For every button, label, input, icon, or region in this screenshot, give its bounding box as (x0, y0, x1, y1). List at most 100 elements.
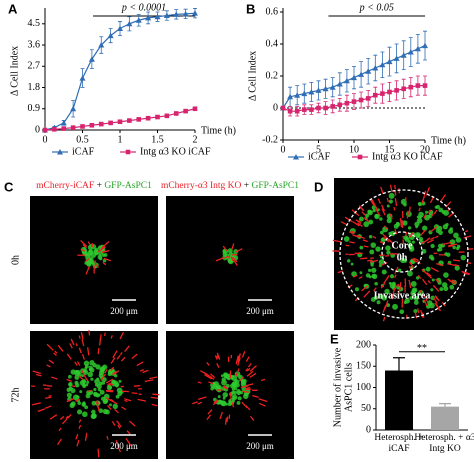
cell (230, 256, 234, 262)
marker (108, 120, 113, 126)
cell (407, 226, 412, 230)
cell (427, 280, 431, 284)
cell (371, 267, 377, 273)
cell (237, 357, 241, 366)
cell (332, 239, 342, 243)
cell (106, 435, 109, 440)
cell (45, 396, 52, 399)
cell (61, 418, 68, 425)
cell (150, 396, 159, 399)
marker (309, 107, 314, 112)
cell (72, 385, 76, 388)
cell (438, 247, 443, 252)
cell (443, 272, 449, 278)
cell (394, 274, 397, 279)
cell (381, 204, 386, 212)
cell (384, 300, 389, 309)
cell (409, 232, 413, 238)
cell (413, 295, 419, 301)
marker (79, 75, 86, 81)
cell (393, 206, 396, 211)
marker (163, 12, 170, 19)
cell (378, 294, 383, 299)
cell (409, 246, 415, 252)
cell (80, 248, 86, 252)
cell (97, 448, 100, 458)
cell (239, 390, 244, 395)
marker (315, 87, 322, 93)
cell (448, 243, 458, 247)
cell (348, 231, 354, 234)
cell (121, 406, 127, 411)
cell (82, 402, 86, 407)
cell (32, 370, 42, 375)
cell (411, 258, 417, 263)
cell (394, 190, 397, 196)
cell (406, 270, 413, 277)
cell (358, 276, 363, 280)
marker (88, 56, 95, 62)
cell (409, 296, 414, 300)
marker (379, 61, 386, 68)
legend-label: iCAF (72, 146, 95, 157)
cell (103, 332, 106, 337)
cell (389, 213, 393, 220)
cell (84, 405, 89, 410)
marker (145, 115, 151, 121)
cell (391, 295, 394, 300)
cell (430, 257, 435, 261)
cell (124, 345, 130, 353)
cell (371, 274, 376, 279)
cell (369, 198, 375, 206)
marker (358, 97, 364, 103)
cell (363, 245, 369, 248)
cell (233, 260, 238, 266)
cell (356, 234, 365, 240)
cell (421, 195, 426, 205)
cell (101, 253, 106, 257)
y-tick-label: 200 (356, 339, 371, 350)
cell (258, 402, 266, 407)
cell (49, 414, 58, 420)
cell (385, 245, 391, 251)
panel-letter: D (314, 179, 323, 194)
x-axis-label: Time (h) (431, 135, 466, 146)
marker (145, 14, 152, 21)
marker (337, 102, 343, 108)
marker (183, 108, 188, 114)
cell (44, 405, 52, 409)
cell (90, 377, 94, 381)
cell (76, 439, 80, 447)
x-tick-label: 0 (281, 144, 286, 155)
cell (78, 335, 81, 339)
cell (192, 401, 198, 405)
cell (418, 207, 421, 212)
cell (432, 284, 440, 292)
cell (406, 210, 409, 219)
marker (107, 32, 114, 39)
cell (81, 411, 88, 418)
y-tick-label: 0.9 (28, 103, 41, 114)
panel-letter: B (246, 1, 255, 16)
cell (82, 383, 86, 387)
cell (442, 224, 448, 230)
cell (87, 347, 90, 356)
cell (87, 371, 94, 378)
cell (344, 216, 353, 223)
cell (442, 241, 452, 246)
cell (93, 387, 97, 392)
cell (98, 253, 102, 257)
marker (400, 52, 407, 58)
cell (383, 276, 389, 284)
cell (98, 408, 104, 414)
cell (100, 373, 106, 381)
cell (224, 417, 228, 425)
cell (87, 258, 94, 265)
cell (222, 392, 229, 398)
cell (438, 207, 444, 213)
cell (371, 199, 375, 205)
marker (42, 127, 48, 133)
cell (415, 225, 419, 229)
cell (99, 337, 102, 346)
y-tick-label: 0 (273, 102, 278, 113)
